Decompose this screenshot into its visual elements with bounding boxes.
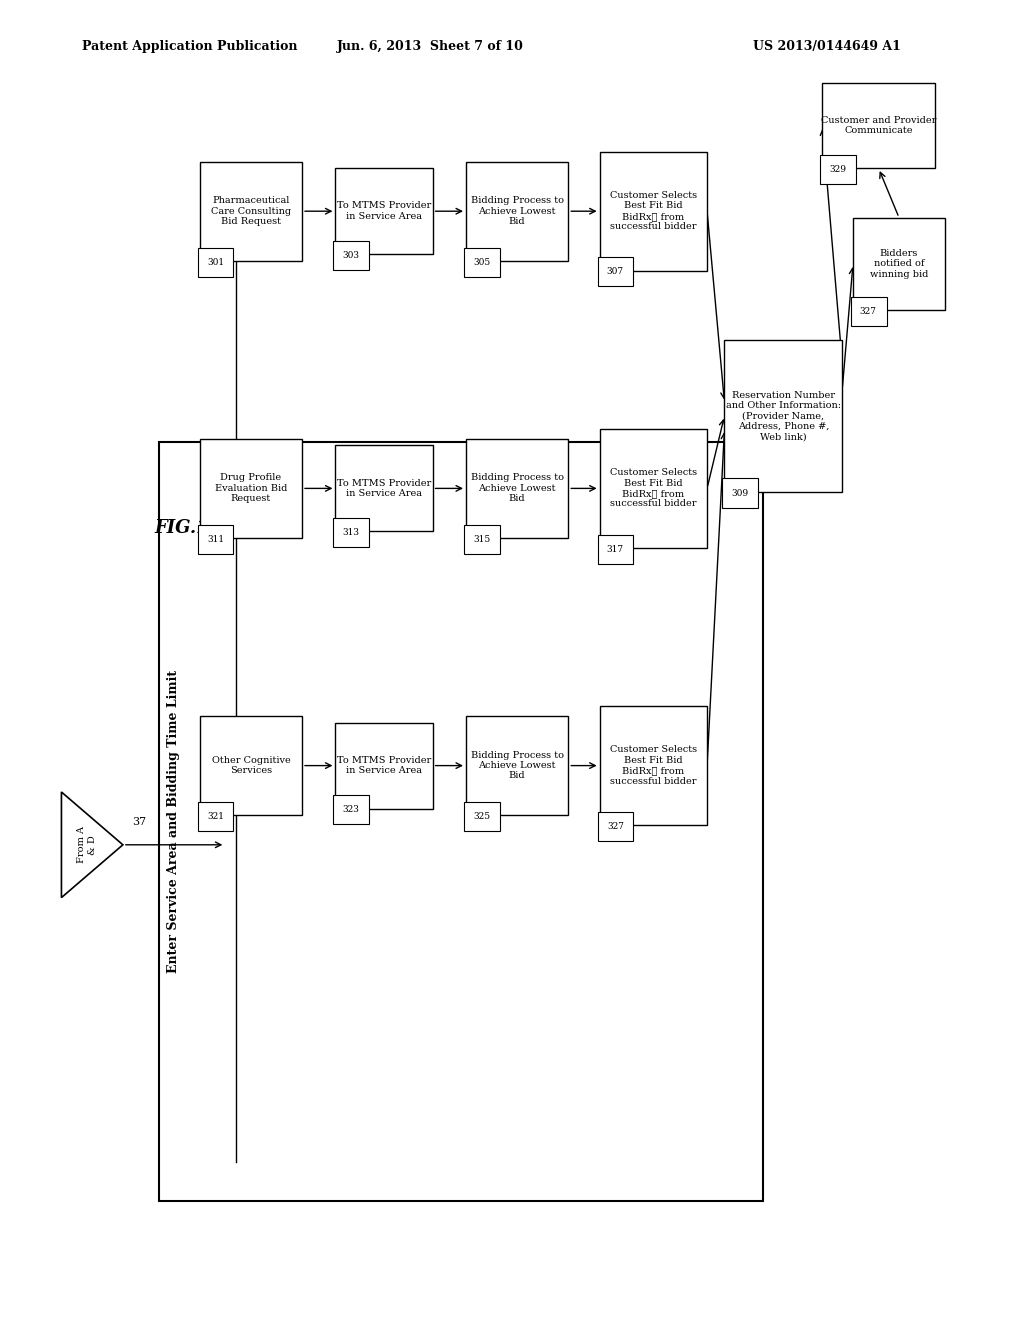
Text: 37: 37 bbox=[132, 817, 146, 826]
Text: Pharmaceutical
Care Consulting
Bid Request: Pharmaceutical Care Consulting Bid Reque… bbox=[211, 197, 291, 226]
FancyBboxPatch shape bbox=[198, 248, 233, 277]
Text: Jun. 6, 2013  Sheet 7 of 10: Jun. 6, 2013 Sheet 7 of 10 bbox=[337, 40, 523, 53]
FancyBboxPatch shape bbox=[822, 82, 935, 168]
FancyBboxPatch shape bbox=[600, 152, 707, 271]
Text: From A
& D: From A & D bbox=[78, 826, 96, 863]
Text: Customer Selects
Best Fit Bid
BidRx℠ from
successful bidder: Customer Selects Best Fit Bid BidRx℠ fro… bbox=[609, 746, 697, 785]
FancyBboxPatch shape bbox=[200, 162, 302, 261]
FancyBboxPatch shape bbox=[464, 524, 500, 554]
Text: 321: 321 bbox=[207, 812, 224, 821]
FancyBboxPatch shape bbox=[466, 715, 568, 814]
Text: Patent Application Publication: Patent Application Publication bbox=[82, 40, 297, 53]
Text: FIG.1G: FIG.1G bbox=[155, 519, 224, 537]
Text: 323: 323 bbox=[343, 805, 359, 814]
Text: Bidding Process to
Achieve Lowest
Bid: Bidding Process to Achieve Lowest Bid bbox=[471, 474, 563, 503]
Text: 327: 327 bbox=[607, 822, 624, 830]
Text: To MTMS Provider
in Service Area: To MTMS Provider in Service Area bbox=[337, 202, 431, 220]
FancyBboxPatch shape bbox=[820, 154, 856, 183]
FancyBboxPatch shape bbox=[464, 801, 500, 832]
Text: Bidding Process to
Achieve Lowest
Bid: Bidding Process to Achieve Lowest Bid bbox=[471, 197, 563, 226]
Text: 301: 301 bbox=[207, 257, 224, 267]
FancyBboxPatch shape bbox=[598, 535, 633, 564]
FancyBboxPatch shape bbox=[464, 248, 500, 277]
FancyBboxPatch shape bbox=[598, 257, 633, 286]
FancyBboxPatch shape bbox=[200, 438, 302, 539]
FancyBboxPatch shape bbox=[853, 218, 945, 310]
FancyBboxPatch shape bbox=[200, 715, 302, 814]
Text: Other Cognitive
Services: Other Cognitive Services bbox=[212, 756, 290, 775]
Text: To MTMS Provider
in Service Area: To MTMS Provider in Service Area bbox=[337, 756, 431, 775]
Text: 303: 303 bbox=[343, 251, 359, 260]
FancyBboxPatch shape bbox=[466, 438, 568, 539]
Text: 311: 311 bbox=[207, 535, 224, 544]
Text: US 2013/0144649 A1: US 2013/0144649 A1 bbox=[754, 40, 901, 53]
FancyBboxPatch shape bbox=[851, 297, 887, 326]
Text: Customer and Provider
Communicate: Customer and Provider Communicate bbox=[821, 116, 936, 135]
Text: 329: 329 bbox=[829, 165, 847, 174]
FancyBboxPatch shape bbox=[159, 442, 763, 1201]
Text: Bidders
notified of
winning bid: Bidders notified of winning bid bbox=[869, 249, 929, 279]
Text: Customer Selects
Best Fit Bid
BidRx℠ from
successful bidder: Customer Selects Best Fit Bid BidRx℠ fro… bbox=[609, 469, 697, 508]
FancyBboxPatch shape bbox=[725, 339, 842, 491]
FancyBboxPatch shape bbox=[723, 478, 758, 507]
Text: Reservation Number
and Other Information:
(Provider Name,
Address, Phone #,
Web : Reservation Number and Other Information… bbox=[726, 391, 841, 441]
FancyBboxPatch shape bbox=[198, 801, 233, 832]
FancyBboxPatch shape bbox=[198, 524, 233, 554]
Text: 305: 305 bbox=[473, 257, 490, 267]
Text: 313: 313 bbox=[343, 528, 359, 537]
FancyBboxPatch shape bbox=[466, 162, 568, 261]
Text: Drug Profile
Evaluation Bid
Request: Drug Profile Evaluation Bid Request bbox=[215, 474, 287, 503]
FancyBboxPatch shape bbox=[600, 429, 707, 548]
Text: 307: 307 bbox=[607, 268, 624, 276]
Polygon shape bbox=[61, 792, 123, 898]
FancyBboxPatch shape bbox=[334, 517, 370, 546]
FancyBboxPatch shape bbox=[336, 723, 432, 808]
FancyBboxPatch shape bbox=[598, 812, 633, 841]
Text: Customer Selects
Best Fit Bid
BidRx℠ from
successful bidder: Customer Selects Best Fit Bid BidRx℠ fro… bbox=[609, 191, 697, 231]
FancyBboxPatch shape bbox=[334, 242, 370, 271]
FancyBboxPatch shape bbox=[334, 795, 370, 824]
Text: Bidding Process to
Achieve Lowest
Bid: Bidding Process to Achieve Lowest Bid bbox=[471, 751, 563, 780]
FancyBboxPatch shape bbox=[336, 445, 432, 531]
Text: 315: 315 bbox=[473, 535, 490, 544]
Text: 317: 317 bbox=[607, 545, 624, 553]
Text: 325: 325 bbox=[473, 812, 490, 821]
FancyBboxPatch shape bbox=[600, 706, 707, 825]
Text: Enter Service Area and Bidding Time Limit: Enter Service Area and Bidding Time Limi… bbox=[167, 671, 180, 973]
Text: 309: 309 bbox=[732, 488, 749, 498]
FancyBboxPatch shape bbox=[336, 168, 432, 253]
Text: 327: 327 bbox=[860, 308, 877, 315]
Text: To MTMS Provider
in Service Area: To MTMS Provider in Service Area bbox=[337, 479, 431, 498]
